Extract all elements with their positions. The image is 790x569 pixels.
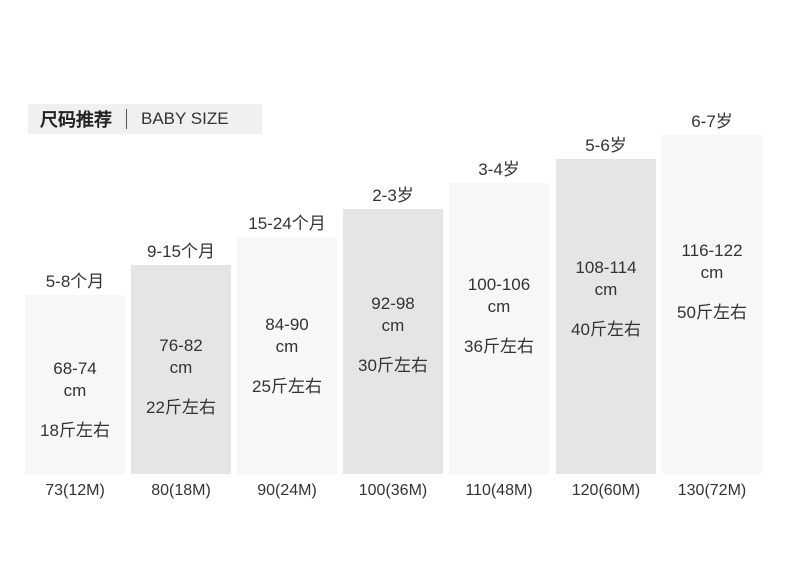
unit-label: cm xyxy=(63,381,87,400)
weight-label: 40斤左右 xyxy=(571,320,641,339)
size-column xyxy=(449,183,549,474)
height-label: 108-114 xyxy=(575,258,637,277)
size-label: 80(18M) xyxy=(151,482,211,499)
size-column xyxy=(343,209,443,474)
size-column xyxy=(556,159,656,474)
size-label: 130(72M) xyxy=(677,482,747,499)
size-label: 90(24M) xyxy=(257,482,317,499)
unit-label: cm xyxy=(169,358,193,377)
unit-label: cm xyxy=(700,263,724,282)
header: 尺码推荐 BABY SIZE xyxy=(28,104,262,134)
age-label: 3-4岁 xyxy=(478,160,520,179)
height-label: 92-98 xyxy=(371,294,415,313)
age-label: 5-6岁 xyxy=(585,136,627,155)
height-label: 100-106 xyxy=(467,275,531,294)
size-label: 110(48M) xyxy=(465,482,533,499)
weight-label: 25斤左右 xyxy=(252,377,322,396)
unit-label: cm xyxy=(381,316,405,335)
unit-label: cm xyxy=(487,297,511,316)
age-label: 2-3岁 xyxy=(372,186,414,205)
size-column xyxy=(662,135,762,474)
size-label: 73(12M) xyxy=(45,482,105,499)
weight-label: 30斤左右 xyxy=(358,356,428,375)
size-label: 100(36M) xyxy=(358,482,428,499)
weight-label: 36斤左右 xyxy=(464,337,534,356)
height-label: 116-122 xyxy=(681,241,743,260)
weight-label: 18斤左右 xyxy=(40,421,110,440)
age-label: 9-15个月 xyxy=(146,242,216,261)
divider xyxy=(126,109,127,129)
size-column xyxy=(25,295,125,474)
header-title: 尺码推荐 xyxy=(40,110,112,130)
age-label: 6-7岁 xyxy=(691,112,733,131)
height-label: 76-82 xyxy=(159,336,203,355)
size-column xyxy=(131,265,231,474)
height-label: 68-74 xyxy=(53,359,97,378)
height-label: 84-90 xyxy=(265,315,309,334)
weight-label: 50斤左右 xyxy=(677,303,747,322)
size-label: 120(60M) xyxy=(571,482,641,499)
unit-label: cm xyxy=(594,280,618,299)
size-column xyxy=(237,237,337,474)
age-label: 15-24个月 xyxy=(248,214,326,233)
header-subtitle: BABY SIZE xyxy=(141,109,229,128)
age-label: 5-8个月 xyxy=(45,272,105,291)
weight-label: 22斤左右 xyxy=(146,398,216,417)
unit-label: cm xyxy=(275,337,299,356)
